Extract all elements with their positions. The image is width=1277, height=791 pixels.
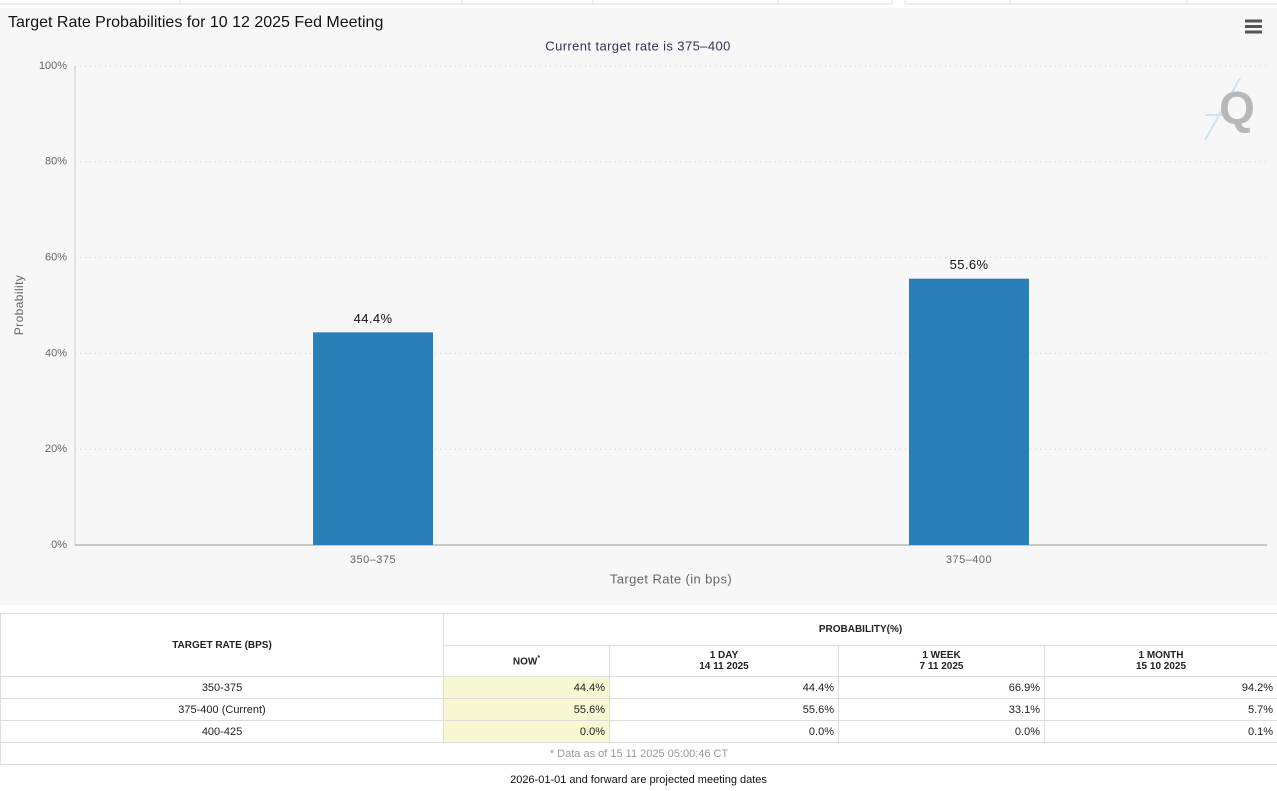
cell: 0.0% <box>838 720 1045 743</box>
header-cell: 1 WEEK 7 11 2025 <box>838 645 1045 677</box>
cell: 66.9% <box>838 676 1045 699</box>
bar <box>313 332 433 545</box>
cell: 33.1% <box>838 698 1045 721</box>
cell: 55.6% <box>443 698 610 721</box>
cell: 44.4% <box>443 676 610 699</box>
cell: 350-375 <box>0 676 444 699</box>
logo: Q <box>1204 77 1255 141</box>
chart-background <box>0 8 1277 605</box>
chart: Target Rate Probabilities for 10 12 2025… <box>0 0 1277 605</box>
x-tick-label: 375–400 <box>946 554 992 566</box>
probability-table: TARGET RATE (BPS) PROBABILITY(%) NOW* 1 … <box>0 613 1277 765</box>
y-tick-label: 60% <box>45 252 67 264</box>
bar <box>909 278 1029 545</box>
header-date: 14 11 2025 <box>699 661 749 672</box>
header-date: 15 10 2025 <box>1135 661 1187 672</box>
y-tick-label: 20% <box>45 443 67 455</box>
y-tick-label: 80% <box>45 156 67 168</box>
chart-title: Target Rate Probabilities for 10 12 2025… <box>8 14 383 31</box>
header-label: NOW <box>512 656 538 668</box>
cell: 44.4% <box>609 676 839 699</box>
header-cell: TARGET RATE (BPS) <box>0 613 444 677</box>
header-label: 1 WEEK <box>922 650 961 661</box>
y-tick-label: 100% <box>39 60 67 72</box>
cell: 55.6% <box>609 698 839 721</box>
header-cell: 1 DAY 14 11 2025 <box>609 645 839 677</box>
x-axis-title: Target Rate (in bps) <box>610 571 732 586</box>
header-label: 1 DAY <box>709 650 739 661</box>
header-cell: PROBABILITY(%) <box>442 613 1277 646</box>
cell: 375-400 (Current) <box>0 698 444 721</box>
footnote: * Data as of 15 11 2025 05:00:46 CT <box>0 742 1277 765</box>
cell: 0.0% <box>609 720 839 743</box>
cell: 0.0% <box>443 720 610 743</box>
cell: 400-425 <box>0 720 444 743</box>
x-tick-label: 350–375 <box>350 554 396 566</box>
menu-button[interactable] <box>1245 19 1262 34</box>
header-cell: 1 MONTH 15 10 2025 <box>1043 645 1277 677</box>
table-row: 400-425 0.0% 0.0% 0.0% 0.1% <box>0 720 1277 743</box>
header-mark: * <box>537 654 541 662</box>
top-strip <box>0 0 1277 5</box>
value-label: 44.4% <box>354 311 393 326</box>
header-label: 1 MONTH <box>1138 650 1184 661</box>
cell: 0.1% <box>1043 720 1277 743</box>
note: 2026-01-01 and forward are projected mee… <box>510 774 767 786</box>
chart-subtitle: Current target rate is 375–400 <box>545 38 730 53</box>
cell: 5.7% <box>1043 698 1277 721</box>
y-tick-label: 0% <box>51 539 67 551</box>
value-label: 55.6% <box>950 257 989 272</box>
table-row: 375-400 (Current) 55.6% 55.6% 33.1% 5.7% <box>0 698 1277 721</box>
cell: 94.2% <box>1043 676 1277 699</box>
svg-text:Q: Q <box>1219 82 1255 134</box>
y-tick-label: 40% <box>45 347 67 359</box>
header-cell: NOW* <box>443 645 610 677</box>
header-date: 7 11 2025 <box>919 661 964 672</box>
y-axis-title: Probability <box>12 275 26 335</box>
table-row: 350-375 44.4% 44.4% 66.9% 94.2% <box>0 676 1277 699</box>
